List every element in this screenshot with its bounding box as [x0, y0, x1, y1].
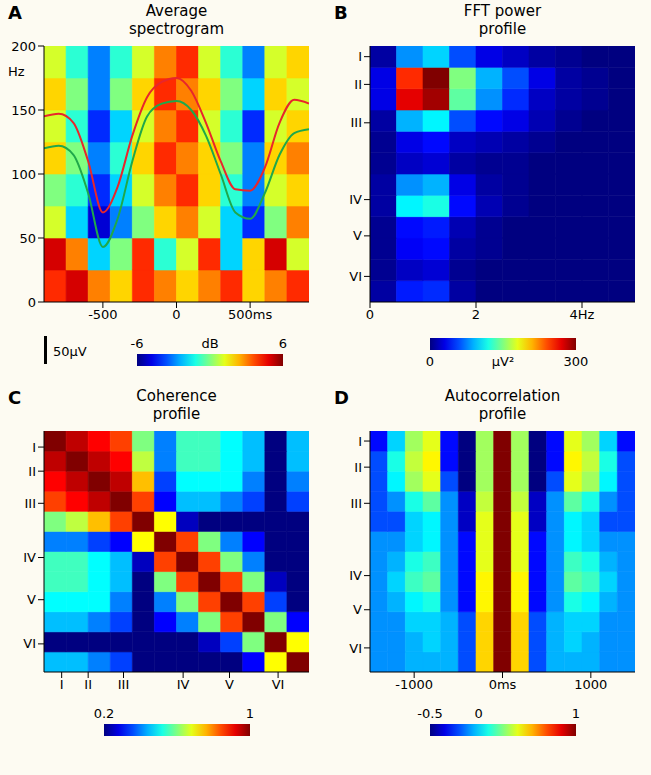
svg-text:V: V: [27, 592, 36, 607]
svg-text:IV: IV: [349, 192, 362, 207]
svg-text:IV: IV: [23, 550, 36, 565]
svg-text:6: 6: [279, 336, 287, 351]
svg-text:VI: VI: [349, 641, 362, 656]
html-text:profile: profile: [478, 20, 527, 38]
svg-text:300: 300: [563, 354, 588, 369]
svg-text:1: 1: [245, 706, 253, 721]
html-text:FFT power: FFT power: [463, 2, 542, 20]
svg-text:1: 1: [571, 706, 579, 721]
html-text:B: B: [334, 2, 348, 23]
svg-text:V: V: [353, 228, 362, 243]
svg-text:VI: VI: [23, 636, 36, 651]
svg-text:200: 200: [11, 40, 36, 54]
html-text:profile: profile: [152, 405, 201, 423]
svg-text:VI: VI: [349, 269, 362, 284]
svg-text:0: 0: [425, 354, 433, 369]
svg-text:dB: dB: [201, 336, 218, 351]
svg-text:-6: -6: [131, 336, 144, 351]
svg-text:III: III: [24, 496, 36, 511]
svg-text:VI: VI: [272, 677, 285, 692]
svg-text:0: 0: [28, 295, 36, 310]
svg-text:0: 0: [172, 307, 180, 322]
svg-text:µV²: µV²: [491, 354, 513, 369]
svg-text:III: III: [350, 115, 362, 130]
svg-text:IV: IV: [177, 677, 190, 692]
svg-text:-0.5: -0.5: [417, 706, 442, 721]
html-text:A: A: [8, 2, 22, 23]
svg-text:III: III: [350, 496, 362, 511]
svg-text:II: II: [354, 77, 362, 92]
svg-text:0: 0: [366, 307, 374, 322]
svg-text:150: 150: [11, 103, 36, 118]
svg-text:I: I: [60, 677, 64, 692]
svg-text:III: III: [118, 677, 130, 692]
svg-text:50: 50: [19, 231, 36, 246]
svg-text:0.2: 0.2: [93, 706, 114, 721]
svg-text:0: 0: [474, 706, 482, 721]
html-text:C: C: [8, 387, 22, 408]
svg-text:0ms: 0ms: [489, 677, 517, 692]
html-text:D: D: [334, 387, 349, 408]
html-text:spectrogram: spectrogram: [128, 20, 225, 38]
svg-text:I: I: [358, 49, 362, 64]
html-text:Autocorrelation: Autocorrelation: [444, 387, 561, 405]
html-text:Average: Average: [145, 2, 208, 20]
html-text:Coherence: Coherence: [136, 387, 217, 405]
svg-text:-500: -500: [88, 307, 118, 322]
svg-text:V: V: [353, 602, 362, 617]
svg-text:II: II: [28, 464, 36, 479]
svg-text:IV: IV: [349, 568, 362, 583]
svg-text:4Hz: 4Hz: [570, 307, 595, 322]
html-text:50µV: 50µV: [53, 344, 87, 359]
svg-text:II: II: [84, 677, 92, 692]
svg-text:V: V: [225, 677, 234, 692]
svg-text:2: 2: [472, 307, 480, 322]
html-text:Hz: Hz: [8, 63, 25, 79]
svg-text:-1000: -1000: [395, 677, 433, 692]
svg-text:I: I: [32, 440, 36, 455]
svg-text:1000: 1000: [574, 677, 607, 692]
svg-text:500ms: 500ms: [228, 307, 272, 322]
svg-text:100: 100: [11, 167, 36, 182]
svg-text:I: I: [358, 434, 362, 449]
html-text:profile: profile: [478, 405, 527, 423]
svg-text:II: II: [354, 460, 362, 475]
